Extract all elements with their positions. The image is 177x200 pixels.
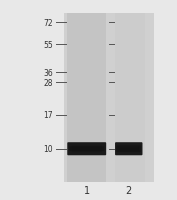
Text: 28: 28 <box>44 79 53 87</box>
Bar <box>67 14 106 182</box>
Text: 1: 1 <box>84 185 90 195</box>
Bar <box>64 14 154 182</box>
FancyBboxPatch shape <box>69 146 104 152</box>
FancyBboxPatch shape <box>115 142 142 156</box>
Text: 10: 10 <box>44 145 53 153</box>
Bar <box>115 14 145 182</box>
Text: 72: 72 <box>44 19 53 27</box>
Text: 36: 36 <box>43 69 53 77</box>
FancyBboxPatch shape <box>72 144 102 154</box>
FancyBboxPatch shape <box>67 142 106 156</box>
FancyBboxPatch shape <box>119 146 139 152</box>
FancyBboxPatch shape <box>116 146 141 152</box>
Text: 2: 2 <box>125 185 132 195</box>
Text: 17: 17 <box>44 111 53 119</box>
Text: 55: 55 <box>43 41 53 49</box>
